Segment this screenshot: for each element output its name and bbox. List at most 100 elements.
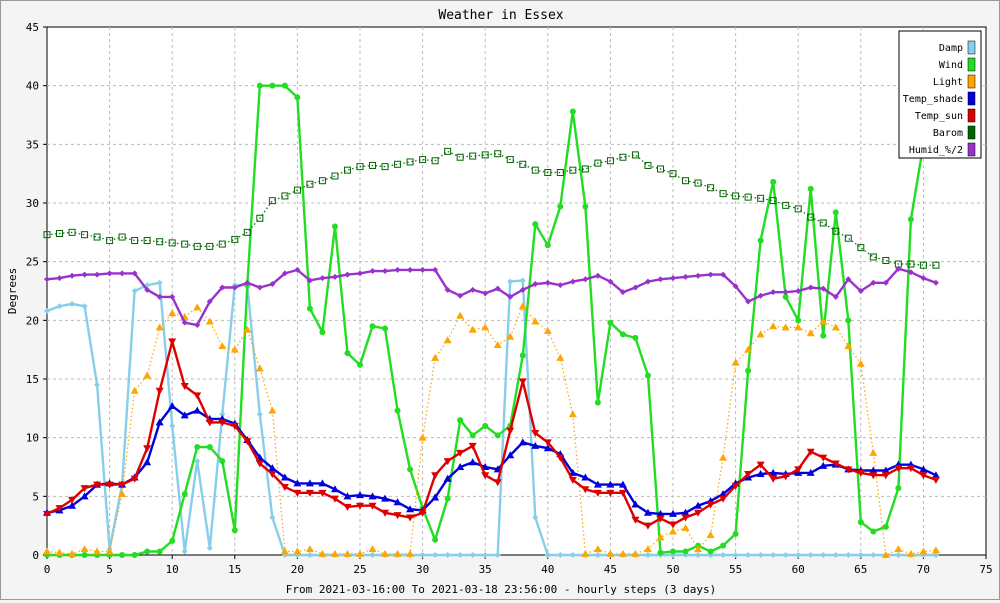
data-point bbox=[55, 505, 64, 513]
data-point bbox=[181, 490, 188, 497]
data-point bbox=[731, 482, 740, 490]
series-group bbox=[43, 82, 940, 558]
data-point bbox=[707, 184, 715, 192]
data-point bbox=[631, 516, 640, 524]
data-point bbox=[882, 523, 889, 530]
data-point bbox=[669, 527, 677, 535]
data-point bbox=[869, 253, 877, 261]
data-point bbox=[457, 552, 464, 558]
data-point bbox=[544, 168, 552, 176]
data-point bbox=[432, 536, 439, 543]
data-point bbox=[919, 472, 928, 480]
data-point bbox=[807, 185, 814, 192]
data-point bbox=[643, 522, 652, 530]
x-tick-label: 70 bbox=[917, 563, 930, 576]
legend-label: Light bbox=[933, 77, 963, 88]
data-point bbox=[156, 548, 163, 555]
data-point bbox=[431, 493, 440, 501]
data-point bbox=[482, 552, 489, 558]
data-point bbox=[432, 266, 439, 273]
data-point bbox=[907, 269, 914, 276]
data-point bbox=[481, 151, 489, 159]
data-point bbox=[293, 479, 302, 487]
data-point bbox=[695, 272, 702, 279]
data-point bbox=[219, 411, 226, 418]
data-point bbox=[732, 552, 739, 558]
data-point bbox=[656, 509, 665, 517]
data-point bbox=[706, 501, 715, 509]
data-point bbox=[594, 399, 601, 406]
data-point bbox=[506, 451, 515, 459]
data-point bbox=[381, 163, 389, 171]
data-point bbox=[406, 158, 414, 166]
data-point bbox=[243, 325, 252, 333]
data-point bbox=[644, 278, 651, 285]
data-point bbox=[681, 524, 690, 532]
data-point bbox=[669, 170, 677, 178]
y-tick-label: 10 bbox=[26, 432, 39, 445]
data-point bbox=[931, 546, 940, 554]
data-point bbox=[482, 422, 489, 429]
data-point bbox=[544, 242, 551, 249]
data-point bbox=[618, 480, 627, 488]
data-point bbox=[382, 268, 389, 275]
data-point bbox=[543, 326, 552, 334]
data-point bbox=[606, 480, 615, 488]
data-point bbox=[43, 231, 51, 239]
data-point bbox=[894, 545, 903, 553]
data-point bbox=[895, 485, 902, 492]
data-point bbox=[832, 209, 839, 216]
data-point bbox=[68, 228, 76, 236]
data-point bbox=[781, 473, 790, 481]
data-point bbox=[180, 411, 189, 419]
data-point bbox=[469, 432, 476, 439]
data-point bbox=[882, 256, 890, 264]
data-point bbox=[156, 293, 163, 300]
data-point bbox=[745, 552, 752, 558]
legend: Damp Wind Light Temp_shade Temp_sun Barom Humi… bbox=[898, 30, 982, 159]
data-point bbox=[318, 549, 327, 557]
data-point bbox=[619, 289, 626, 296]
data-point bbox=[106, 270, 113, 277]
data-point bbox=[732, 283, 739, 290]
data-point bbox=[670, 548, 676, 555]
data-point bbox=[869, 466, 878, 474]
data-point bbox=[419, 552, 426, 558]
data-point bbox=[318, 177, 326, 185]
data-point bbox=[643, 545, 652, 553]
data-point bbox=[770, 289, 777, 296]
data-point bbox=[293, 186, 301, 194]
series-barom bbox=[43, 147, 940, 269]
data-point bbox=[344, 271, 351, 278]
y-tick-label: 0 bbox=[32, 549, 39, 562]
data-point bbox=[569, 166, 577, 174]
data-point bbox=[305, 489, 314, 497]
data-point bbox=[557, 282, 564, 289]
data-point bbox=[494, 552, 501, 558]
data-point bbox=[720, 271, 727, 278]
data-point bbox=[444, 495, 451, 502]
data-point bbox=[93, 547, 102, 555]
data-point bbox=[106, 237, 114, 245]
y-tick-label: 45 bbox=[26, 21, 39, 34]
x-tick-label: 30 bbox=[416, 563, 429, 576]
data-point bbox=[732, 530, 739, 537]
data-point bbox=[832, 552, 839, 558]
data-point bbox=[280, 547, 289, 555]
data-point bbox=[318, 489, 327, 497]
data-point bbox=[694, 501, 703, 509]
plot-area bbox=[46, 26, 987, 556]
data-point bbox=[757, 194, 765, 202]
data-point bbox=[656, 515, 665, 523]
x-tick-label: 65 bbox=[854, 563, 867, 576]
data-point bbox=[93, 481, 102, 489]
data-point bbox=[568, 410, 577, 418]
data-point bbox=[531, 166, 539, 174]
data-point bbox=[795, 288, 802, 294]
data-point bbox=[531, 441, 540, 449]
data-point bbox=[820, 332, 827, 339]
data-point bbox=[518, 302, 527, 310]
data-point bbox=[469, 552, 476, 558]
data-point bbox=[44, 276, 50, 283]
